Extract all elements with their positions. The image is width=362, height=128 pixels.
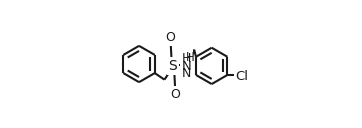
Text: Cl: Cl — [235, 70, 248, 83]
Text: H
N: H N — [182, 52, 191, 80]
Text: S: S — [168, 59, 177, 73]
Text: O: O — [171, 88, 180, 101]
Text: H: H — [185, 51, 194, 65]
Text: O: O — [165, 31, 175, 44]
Text: N: N — [182, 60, 191, 73]
